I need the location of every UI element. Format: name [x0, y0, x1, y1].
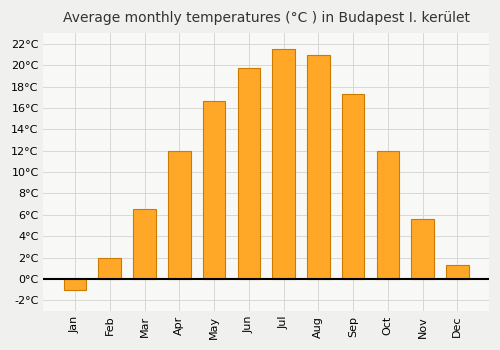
Bar [272, 49, 295, 279]
Bar [446, 265, 468, 279]
Bar [202, 100, 226, 279]
Bar [98, 258, 121, 279]
Bar [133, 209, 156, 279]
Bar [238, 69, 260, 279]
Bar [376, 151, 399, 279]
Bar [64, 279, 86, 289]
Bar [307, 55, 330, 279]
Bar [342, 94, 364, 279]
Title: Average monthly temperatures (°C ) in Budapest I. kerület: Average monthly temperatures (°C ) in Bu… [62, 11, 470, 25]
Bar [412, 219, 434, 279]
Bar [168, 151, 190, 279]
